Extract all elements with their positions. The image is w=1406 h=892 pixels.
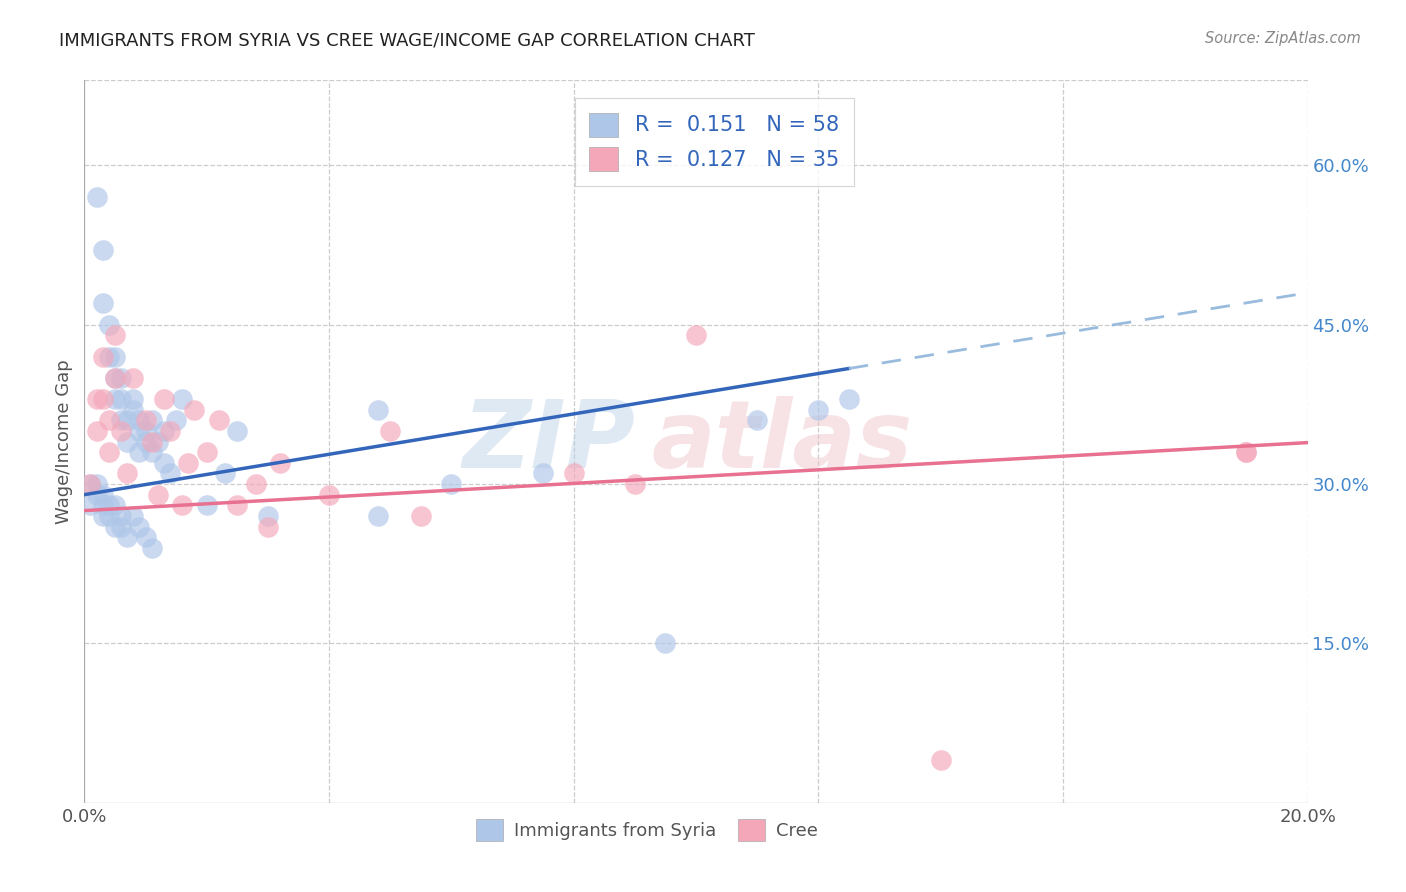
Point [86, 488, 108, 502]
Point [115, 413, 138, 427]
Point [654, 636, 676, 650]
Point [380, 424, 402, 438]
Point [159, 467, 181, 481]
Point [141, 434, 163, 449]
Point [208, 413, 231, 427]
Point [110, 413, 132, 427]
Point [91, 350, 114, 364]
Point [91, 244, 114, 258]
Point [104, 328, 127, 343]
Point [562, 467, 585, 481]
Point [624, 477, 647, 491]
Point [135, 413, 157, 427]
Point [79, 498, 101, 512]
Point [531, 467, 554, 481]
Point [1236, 445, 1258, 459]
Point [141, 413, 163, 427]
Point [135, 434, 157, 449]
Point [97, 413, 120, 427]
Point [153, 424, 176, 438]
Point [128, 413, 150, 427]
Point [128, 445, 150, 459]
Point [929, 753, 952, 767]
Point [91, 498, 114, 512]
Point [115, 530, 138, 544]
Point [104, 350, 127, 364]
Point [685, 328, 707, 343]
Point [91, 508, 114, 523]
Point [128, 424, 150, 438]
Point [86, 424, 108, 438]
Point [367, 402, 389, 417]
Point [153, 392, 176, 406]
Point [226, 498, 249, 512]
Text: IMMIGRANTS FROM SYRIA VS CREE WAGE/INCOME GAP CORRELATION CHART: IMMIGRANTS FROM SYRIA VS CREE WAGE/INCOM… [59, 31, 755, 49]
Text: ZIP: ZIP [463, 395, 636, 488]
Point [110, 519, 132, 533]
Point [110, 424, 132, 438]
Point [122, 508, 145, 523]
Point [141, 541, 163, 555]
Point [91, 296, 114, 310]
Point [104, 519, 127, 533]
Point [183, 402, 205, 417]
Point [86, 392, 108, 406]
Point [440, 477, 463, 491]
Point [159, 424, 181, 438]
Point [807, 402, 830, 417]
Point [153, 456, 176, 470]
Point [91, 392, 114, 406]
Point [747, 413, 769, 427]
Point [97, 445, 120, 459]
Point [115, 434, 138, 449]
Point [195, 498, 218, 512]
Point [122, 392, 145, 406]
Point [172, 498, 194, 512]
Point [146, 434, 169, 449]
Point [104, 371, 127, 385]
Point [195, 445, 218, 459]
Point [135, 530, 157, 544]
Point [122, 371, 145, 385]
Point [110, 508, 132, 523]
Point [104, 371, 127, 385]
Point [79, 477, 101, 491]
Point [226, 424, 249, 438]
Point [409, 508, 432, 523]
Point [115, 467, 138, 481]
Point [86, 190, 108, 204]
Point [97, 508, 120, 523]
Point [245, 477, 267, 491]
Point [177, 456, 200, 470]
Point [97, 498, 120, 512]
Point [135, 424, 157, 438]
Point [214, 467, 236, 481]
Y-axis label: Wage/Income Gap: Wage/Income Gap [55, 359, 73, 524]
Point [146, 488, 169, 502]
Point [79, 477, 101, 491]
Point [172, 392, 194, 406]
Point [122, 402, 145, 417]
Point [110, 371, 132, 385]
Point [141, 445, 163, 459]
Text: Source: ZipAtlas.com: Source: ZipAtlas.com [1205, 31, 1361, 46]
Point [91, 488, 114, 502]
Text: atlas: atlas [651, 395, 912, 488]
Point [104, 392, 127, 406]
Point [104, 498, 127, 512]
Point [1236, 445, 1258, 459]
Point [838, 392, 860, 406]
Point [165, 413, 187, 427]
Point [86, 477, 108, 491]
Point [367, 508, 389, 523]
Legend: Immigrants from Syria, Cree: Immigrants from Syria, Cree [470, 812, 825, 848]
Point [318, 488, 340, 502]
Point [257, 508, 280, 523]
Point [257, 519, 280, 533]
Point [128, 519, 150, 533]
Point [97, 318, 120, 332]
Point [269, 456, 291, 470]
Point [110, 392, 132, 406]
Point [97, 350, 120, 364]
